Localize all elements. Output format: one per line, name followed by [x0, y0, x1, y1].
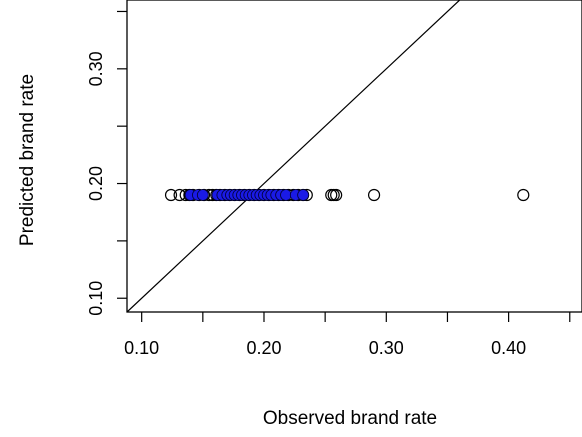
x-tick-label: 0.30 [369, 338, 404, 358]
y-tick-label: 0.20 [86, 166, 106, 201]
x-tick-label: 0.20 [246, 338, 281, 358]
data-point [297, 189, 310, 201]
data-point [330, 188, 343, 202]
data-point [196, 189, 209, 201]
x-axis: 0.10 0.20 0.30 0.40 [124, 312, 571, 358]
x-tick-label: 0.40 [491, 338, 526, 358]
x-axis-label: Observed brand rate [263, 408, 437, 429]
y-axis: 0.10 0.20 0.30 [86, 10, 127, 316]
data-point [280, 189, 292, 201]
y-axis-label: Predicted brand rate [17, 74, 38, 246]
data-points [164, 188, 530, 202]
y-tick-label: 0.30 [86, 51, 106, 86]
data-point [325, 188, 338, 202]
y-tick-label: 0.10 [86, 281, 106, 316]
data-point [164, 188, 178, 202]
identity-line [126, 0, 461, 313]
data-point [367, 188, 381, 202]
plot-frame [126, 0, 582, 313]
x-tick-label: 0.10 [124, 338, 159, 358]
data-point [517, 188, 530, 202]
data-point [327, 188, 340, 202]
